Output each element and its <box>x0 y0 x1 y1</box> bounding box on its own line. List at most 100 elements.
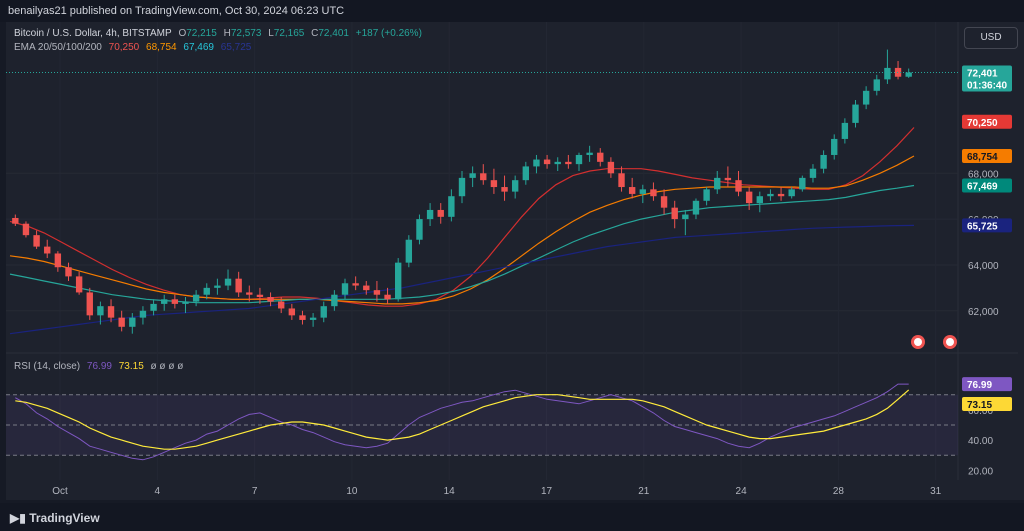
ema-line-3 <box>9 184 915 304</box>
candle-body <box>161 299 168 304</box>
candle <box>894 61 902 80</box>
ema-lines <box>9 127 915 335</box>
high-key: H <box>223 28 231 39</box>
candles <box>6 49 958 334</box>
time-tick-label: 14 <box>444 486 456 497</box>
ema20-value: 70,250 <box>108 42 140 53</box>
candle-body <box>905 72 912 77</box>
candle-body <box>809 168 817 178</box>
candle-body <box>650 189 657 197</box>
candle-body <box>54 253 62 268</box>
candle <box>671 200 678 229</box>
candle-body <box>150 303 157 311</box>
candle-body <box>469 173 476 178</box>
candle-body <box>320 306 327 318</box>
candle <box>97 301 104 325</box>
candle <box>235 271 242 298</box>
change-value: +187 (+0.26%) <box>355 28 422 39</box>
candle <box>107 299 115 323</box>
candle <box>522 161 530 185</box>
candle <box>22 221 30 238</box>
candle <box>161 294 168 311</box>
candle <box>299 310 306 325</box>
candle <box>448 189 455 222</box>
candle-body <box>405 239 413 263</box>
ema-label: EMA 20/50/100/200 <box>14 42 102 53</box>
price-tick-label: 64,000 <box>968 261 999 272</box>
candle <box>767 189 774 201</box>
candle-body <box>331 294 338 307</box>
candle <box>543 154 551 169</box>
candle <box>820 150 827 174</box>
candle <box>171 294 179 309</box>
ema50-badge: 68,754 <box>962 149 1012 164</box>
candle <box>363 280 370 295</box>
candle <box>256 287 264 304</box>
candle-body <box>714 177 721 190</box>
candle-body <box>12 217 19 224</box>
candle <box>384 287 391 304</box>
candle-body <box>214 285 221 288</box>
time-tick-label: 4 <box>155 486 161 497</box>
last-price-badge-bg <box>962 65 1012 92</box>
candle-body <box>352 283 359 286</box>
candle <box>150 299 157 316</box>
candle <box>607 157 615 178</box>
candle <box>511 175 519 199</box>
ema200-value: 65,725 <box>220 42 252 53</box>
ema100-badge: 67,469 <box>962 178 1012 193</box>
candle <box>703 187 710 206</box>
candle-body <box>75 276 83 293</box>
rsi-value: 76.99 <box>86 361 112 372</box>
candle <box>841 118 849 144</box>
candle <box>724 166 732 188</box>
ema100-badge-text: 67,469 <box>967 181 998 192</box>
axis-labels: 62,00064,00066,00068,00020.0040.0060.00O… <box>52 169 999 497</box>
candle-body <box>373 290 381 295</box>
candle-body <box>894 67 902 77</box>
candle-body <box>745 191 753 204</box>
candle <box>12 214 19 226</box>
rsi-badge-text: 76.99 <box>967 380 992 391</box>
time-tick-label: 21 <box>638 486 650 497</box>
ema-line-4 <box>9 224 915 335</box>
chart-area[interactable] <box>6 22 1018 500</box>
candle-body <box>97 306 104 316</box>
candle <box>788 187 795 199</box>
ema-legend: EMA 20/50/100/200 70,250 68,754 67,469 6… <box>14 42 255 53</box>
time-tick-label: 7 <box>252 486 258 497</box>
candle-body <box>129 317 136 327</box>
candle-body <box>735 180 742 192</box>
ema20-badge-bg <box>962 114 1012 129</box>
candle <box>278 297 285 314</box>
candle <box>65 262 72 281</box>
candle <box>405 235 413 268</box>
ema200-badge-text: 65,725 <box>967 221 998 232</box>
candle-body <box>394 262 402 300</box>
price-tick-label: 68,000 <box>968 169 999 180</box>
candle-body <box>777 193 785 197</box>
candle <box>331 290 338 311</box>
flag-icons <box>911 335 957 349</box>
rsi-extra: ø ø ø ø <box>150 361 184 372</box>
candle <box>682 209 689 236</box>
currency-button[interactable]: USD <box>964 27 1018 49</box>
tradingview-icon: ▶▮ <box>10 511 26 525</box>
price-tick-label: 62,000 <box>968 307 999 318</box>
candle-body <box>224 278 232 286</box>
candle-body <box>841 122 849 139</box>
candle <box>33 230 40 249</box>
candle <box>799 175 806 192</box>
ema100-value: 67,469 <box>183 42 214 53</box>
candle <box>246 285 253 302</box>
candle <box>203 283 210 300</box>
candle <box>777 187 785 201</box>
time-tick-label: 31 <box>930 486 942 497</box>
candle-body <box>384 294 391 300</box>
candle-body <box>448 196 455 217</box>
footer-bar: ▶▮ TradingView <box>0 503 1024 531</box>
flag-icon-inner <box>946 338 954 346</box>
